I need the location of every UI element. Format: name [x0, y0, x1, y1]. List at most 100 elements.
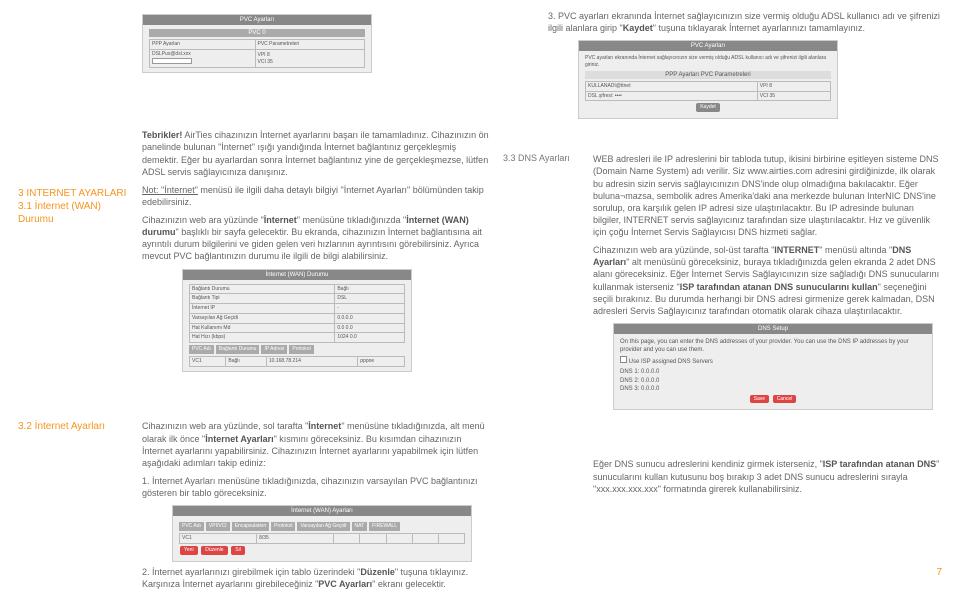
btn-save: Save — [750, 395, 769, 404]
tab: Encapsulation — [232, 522, 269, 531]
fig-pvc-big: PVC Ayarları PVC ayarları ekranında İnte… — [578, 40, 838, 119]
dns2: DNS 2: — [620, 378, 639, 384]
tab: FIREWALL — [369, 522, 400, 531]
cell: Hat Hızı (kbps) — [190, 333, 335, 343]
cell: VCI — [258, 59, 266, 65]
col-mid-left: Tebrikler! AirTies cihazınızın İnternet … — [142, 129, 491, 414]
cell: KULLANADI@ttnet — [586, 81, 758, 91]
cell: VPI — [258, 52, 266, 58]
cell: 8 — [769, 83, 772, 89]
tab: Protokol — [271, 522, 295, 531]
btn-cancel: Cancel — [773, 395, 797, 404]
fig-bar: PVC Ayarları — [143, 15, 371, 25]
tab: Varsayılan Ağ Geçidi — [297, 522, 349, 531]
cell: pppoe — [358, 356, 405, 366]
tab: VPI/VCI — [206, 522, 230, 531]
fig-note: On this page, you can enter the DNS addr… — [620, 338, 926, 354]
tab: PVC Adı — [189, 345, 214, 354]
side-section3: 3 INTERNET AYARLARI 3.1 İnternet (WAN) D… — [18, 129, 130, 414]
btn-duzenle: Düzenle — [201, 546, 227, 555]
cell: Bağlantı Durumu — [190, 284, 335, 294]
btn-kaydet: Kaydet — [696, 103, 720, 112]
tebrikler-para: Tebrikler! AirTies cihazınızın İnternet … — [142, 129, 491, 178]
cell: 8/35 — [257, 534, 334, 544]
dns1: DNS 1: — [620, 369, 639, 375]
fig-wan-status: İnternet (WAN) Durumu Bağlantı DurumuBağ… — [182, 269, 412, 372]
fig-dns: DNS Setup On this page, you can enter th… — [613, 323, 933, 410]
col-bottom-left: Cihazınızın web ara yüzünde, sol tarafta… — [142, 420, 491, 595]
tab: IP Adresi — [261, 345, 287, 354]
heading-3-2: 3.2 İnternet Ayarları — [18, 420, 130, 433]
cell — [438, 534, 464, 544]
cell: DSLPus@dsl.xxx — [152, 51, 191, 57]
side-dns: 3.3 DNS Ayarları — [503, 129, 581, 414]
dns-p2: Cihazınızın web ara yüzünde, sol-üst tar… — [593, 244, 942, 317]
fig-bar: DNS Setup — [614, 324, 932, 334]
cell: Bağlı — [226, 356, 267, 366]
fig-bar: İnternet (WAN) Ayarları — [173, 506, 471, 516]
tab: PVC Adı — [179, 522, 204, 531]
cell: DSL şifresi: •••• — [586, 91, 758, 101]
cell: DSL — [335, 294, 405, 304]
cell: 0.0.0.0 — [335, 313, 405, 323]
bottom-right-p: Eğer DNS sunucu adreslerini kendiniz gir… — [593, 458, 942, 494]
cell — [386, 534, 412, 544]
dnsv: 0.0.0.0 — [641, 369, 659, 375]
cell: 35 — [267, 59, 273, 65]
tebrikler-note: Not: "İnternet" menüsü ile ilgili daha d… — [142, 184, 491, 208]
top-right-block: 3. PVC ayarları ekranında İnternet sağla… — [548, 10, 942, 123]
fig-bar: İnternet (WAN) Durumu — [183, 270, 411, 280]
cell: PPP Ayarları — [150, 40, 256, 50]
side-3-2: 3.2 İnternet Ayarları — [18, 420, 130, 595]
cell: VC1 — [190, 356, 226, 366]
heading-3: 3 INTERNET AYARLARI — [18, 187, 130, 200]
spacer — [18, 10, 130, 123]
s32-p3: 2. İnternet ayarlarınızı girebilmek için… — [142, 566, 491, 590]
heading-3-3: 3.3 DNS Ayarları — [503, 153, 581, 165]
step3-text: 3. PVC ayarları ekranında İnternet sağla… — [548, 10, 942, 34]
btn-yeni: Yeni — [180, 546, 198, 555]
dns-p1: WEB adresleri ile IP adreslerini bir tab… — [593, 153, 942, 238]
btn-sil: Sil — [231, 546, 245, 555]
tab: Protokol — [289, 345, 313, 354]
col-mid-right: WEB adresleri ile IP adreslerini bir tab… — [593, 129, 942, 414]
tab: Bağlantı Durumu — [216, 345, 260, 354]
page-number: 7 — [936, 566, 942, 580]
fig-pvc-small: PVC Ayarları PVC 0 PPP AyarlarıPVC Param… — [142, 14, 372, 73]
dnsv: 0.0.0.0 — [641, 378, 659, 384]
fig-note: PVC ayarları ekranında İnternet sağlayıc… — [585, 55, 831, 69]
cell: 35 — [769, 93, 775, 99]
tab: NAT — [352, 522, 368, 531]
pvc-label: PVC 0 — [149, 29, 365, 37]
heading-3-1: 3.1 İnternet (WAN) Durumu — [18, 200, 130, 226]
cell: VCI — [760, 93, 768, 99]
top-left-figs: PVC Ayarları PVC 0 PPP AyarlarıPVC Param… — [142, 10, 536, 123]
fig-bar: PVC Ayarları — [579, 41, 837, 51]
cell: Bağlantı Tipi — [190, 294, 335, 304]
spacer — [503, 420, 581, 595]
dns3: DNS 3: — [620, 386, 639, 392]
cell: 1024 0.0 — [335, 333, 405, 343]
cell — [412, 534, 438, 544]
cell: VPI — [760, 83, 768, 89]
cell: Hat Kullanımı Md — [190, 323, 335, 333]
s31-para: Cihazınızın web ara yüzünde "İnternet" m… — [142, 214, 491, 263]
fig-int-settings: İnternet (WAN) Ayarları PVC AdıVPI/VCIEn… — [172, 505, 472, 561]
cell — [360, 534, 386, 544]
col-bottom-right: Eğer DNS sunucu adreslerini kendiniz gir… — [593, 420, 942, 595]
dns-check: Use ISP assigned DNS Servers — [629, 359, 713, 365]
s32-p1: Cihazınızın web ara yüzünde, sol tarafta… — [142, 420, 491, 469]
cell: Varsayılan Ağ Geçidi — [190, 313, 335, 323]
cell: PVC Parametreleri — [255, 40, 364, 50]
cell: 0.0 0.0 — [335, 323, 405, 333]
cell: 8 — [267, 52, 270, 58]
cell: - — [335, 304, 405, 314]
cell — [334, 534, 360, 544]
cell: Bağlı — [335, 284, 405, 294]
dnsv: 0.0.0.0 — [641, 386, 659, 392]
subbar: PPP Ayarları PVC Parametreleri — [585, 71, 831, 79]
cell: İnternet IP — [190, 304, 335, 314]
cell: VC1 — [180, 534, 257, 544]
cell: 10.168.78.214 — [266, 356, 357, 366]
s32-p2: 1. İnternet Ayarları menüsüne tıkladığın… — [142, 475, 491, 499]
